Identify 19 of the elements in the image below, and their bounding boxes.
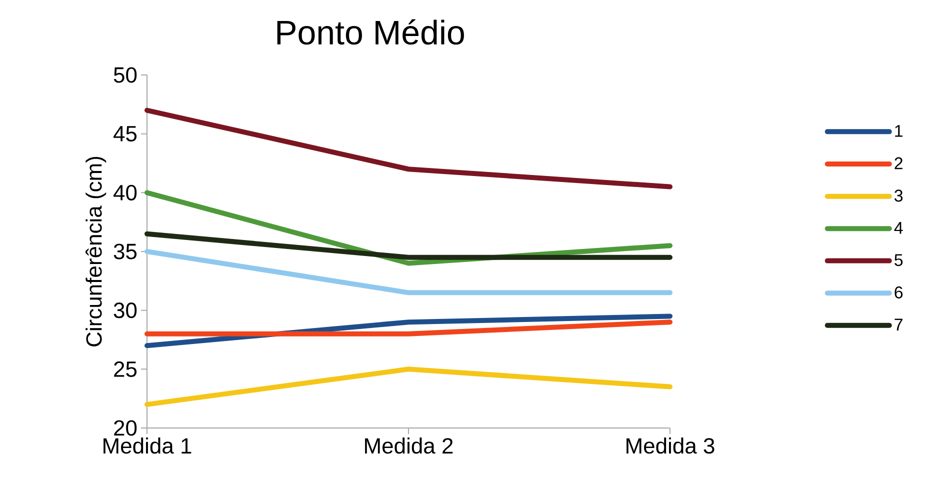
legend-label: 5 <box>894 254 903 266</box>
x-tick-label: Medida 3 <box>626 438 714 454</box>
y-tick-label: 50 <box>114 67 137 83</box>
y-tick-label: 45 <box>114 126 137 142</box>
y-tick-label: 35 <box>114 244 137 260</box>
y-tick-label: 40 <box>114 184 137 200</box>
x-tick-label: Medida 2 <box>365 438 453 454</box>
legend-label: 4 <box>894 222 903 234</box>
y-tick-label: 25 <box>114 361 137 377</box>
legend-label: 7 <box>894 318 902 330</box>
chart-title: Ponto Médio <box>277 19 464 45</box>
y-tick-label: 20 <box>114 420 137 436</box>
y-tick-label: 30 <box>114 302 137 318</box>
legend-label: 3 <box>894 190 903 202</box>
y-axis-title: Circunferência (cm) <box>86 156 106 346</box>
legend-label: 2 <box>894 157 902 170</box>
x-tick-label: Medida 1 <box>104 438 192 454</box>
legend-label: 6 <box>894 286 903 298</box>
legend-label: 1 <box>895 125 902 137</box>
